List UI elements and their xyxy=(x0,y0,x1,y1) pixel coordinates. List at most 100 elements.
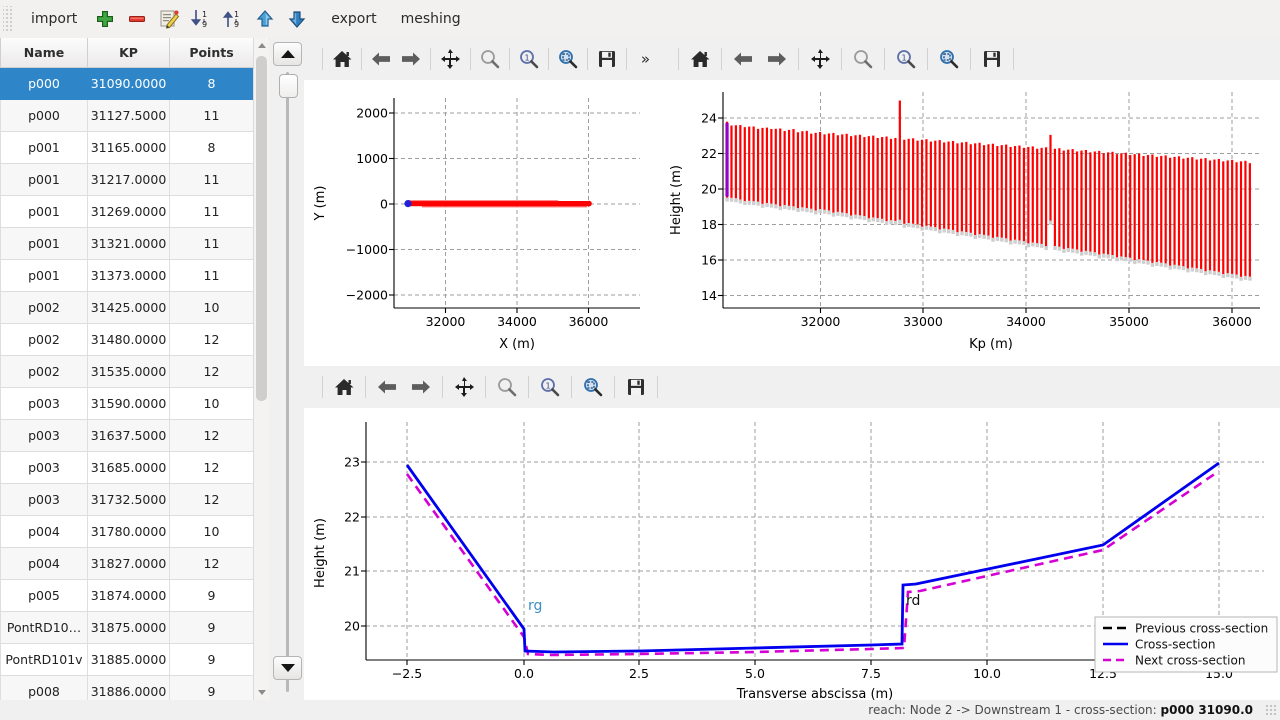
zoom-rect-icon[interactable] xyxy=(932,43,966,75)
meshing-button[interactable]: meshing xyxy=(400,11,461,27)
table-row[interactable]: p002 31425.0000 10 xyxy=(0,291,253,324)
zoom-out-icon[interactable] xyxy=(846,43,880,75)
move-down-icon[interactable] xyxy=(281,4,313,34)
cell-points[interactable]: 12 xyxy=(169,355,253,388)
cell-kp[interactable]: 31637.5000 xyxy=(87,419,170,452)
plan-view-canvas[interactable]: 2000 1000 0 −1000 −2000 32000 34000 3600… xyxy=(304,80,660,365)
pan-move-icon[interactable] xyxy=(803,43,837,75)
cell-kp[interactable]: 31875.0000 xyxy=(87,611,170,644)
cell-name[interactable]: p004 xyxy=(0,515,88,548)
cross-section-canvas[interactable]: 23 22 21 20 −2.5 0.0 2.5 5.0 7.5 10.0 12… xyxy=(304,408,1280,700)
save-floppy-icon[interactable] xyxy=(975,43,1009,75)
zoom-subplots-icon[interactable]: 1 xyxy=(533,371,567,403)
pan-move-icon[interactable] xyxy=(447,371,481,403)
cell-points[interactable]: 12 xyxy=(169,483,253,516)
cell-name[interactable]: p002 xyxy=(0,355,88,388)
cell-points[interactable]: 10 xyxy=(169,387,253,420)
table-row[interactable]: p001 31217.0000 11 xyxy=(0,163,253,196)
table-row[interactable]: p001 31373.0000 11 xyxy=(0,259,253,292)
edit-icon[interactable] xyxy=(153,4,185,34)
column-header-kp[interactable]: KP xyxy=(87,38,170,68)
cell-points[interactable]: 11 xyxy=(169,227,253,260)
cell-kp[interactable]: 31165.0000 xyxy=(87,131,170,164)
back-arrow-icon[interactable] xyxy=(370,371,404,403)
sort-ascending-icon[interactable]: 1 9 xyxy=(217,4,249,34)
navigator-track[interactable] xyxy=(286,72,289,692)
zoom-out-icon[interactable] xyxy=(474,43,504,75)
cell-kp[interactable]: 31874.0000 xyxy=(87,579,170,612)
cell-kp[interactable]: 31269.0000 xyxy=(87,195,170,228)
table-row[interactable]: p004 31827.0000 12 xyxy=(0,547,253,580)
table-row[interactable]: p002 31535.0000 12 xyxy=(0,355,253,388)
column-header-name[interactable]: Name xyxy=(0,38,88,68)
cell-kp[interactable]: 31780.0000 xyxy=(87,515,170,548)
toolbar-overflow-button[interactable]: » xyxy=(640,50,651,68)
navigator-up-button[interactable] xyxy=(273,42,302,66)
column-header-points[interactable]: Points xyxy=(169,38,253,68)
home-icon[interactable] xyxy=(327,371,361,403)
table-row[interactable]: p002 31480.0000 12 xyxy=(0,323,253,356)
back-arrow-icon[interactable] xyxy=(366,43,396,75)
cell-name[interactable]: p003 xyxy=(0,387,88,420)
pan-move-icon[interactable] xyxy=(435,43,465,75)
cell-points[interactable]: 8 xyxy=(169,131,253,164)
zoom-out-icon[interactable] xyxy=(490,371,524,403)
table-row[interactable]: p008 31886.0000 9 xyxy=(0,675,253,700)
cell-points[interactable]: 9 xyxy=(169,579,253,612)
cell-points[interactable]: 10 xyxy=(169,515,253,548)
zoom-rect-icon[interactable] xyxy=(576,371,610,403)
cell-kp[interactable]: 31685.0000 xyxy=(87,451,170,484)
table-row[interactable]: p000 31090.0000 8 xyxy=(0,67,253,100)
cell-points[interactable]: 12 xyxy=(169,451,253,484)
cell-points[interactable]: 12 xyxy=(169,419,253,452)
home-icon[interactable] xyxy=(327,43,357,75)
forward-arrow-icon[interactable] xyxy=(396,43,426,75)
add-icon[interactable] xyxy=(89,4,121,34)
cell-kp[interactable]: 31590.0000 xyxy=(87,387,170,420)
long-profile-canvas[interactable]: 24 22 20 18 16 14 32000 33000 34000 3500… xyxy=(660,80,1280,365)
table-row[interactable]: p003 31590.0000 10 xyxy=(0,387,253,420)
cell-points[interactable]: 11 xyxy=(169,99,253,132)
cell-points[interactable]: 12 xyxy=(169,323,253,356)
table-row[interactable]: p003 31732.5000 12 xyxy=(0,483,253,516)
cell-kp[interactable]: 31827.0000 xyxy=(87,547,170,580)
table-row[interactable]: p000 31127.5000 11 xyxy=(0,99,253,132)
zoom-subplots-icon[interactable]: 1 xyxy=(514,43,544,75)
cell-name[interactable]: p001 xyxy=(0,195,88,228)
move-up-icon[interactable] xyxy=(249,4,281,34)
cell-kp[interactable]: 31321.0000 xyxy=(87,227,170,260)
table-row[interactable]: p003 31685.0000 12 xyxy=(0,451,253,484)
cell-kp[interactable]: 31885.0000 xyxy=(87,643,170,676)
scroll-up-button[interactable] xyxy=(254,38,269,53)
cell-kp[interactable]: 31732.5000 xyxy=(87,483,170,516)
cell-name[interactable]: p001 xyxy=(0,163,88,196)
table-row[interactable]: p005 31874.0000 9 xyxy=(0,579,253,612)
cell-kp[interactable]: 31090.0000 xyxy=(87,67,170,100)
cell-kp[interactable]: 31217.0000 xyxy=(87,163,170,196)
cell-kp[interactable]: 31425.0000 xyxy=(87,291,170,324)
window-resize-grip[interactable] xyxy=(1265,704,1277,716)
cross-section-table-scroll-area[interactable]: Name KP Points p000 31090.0000 8 p000 31127.… xyxy=(0,38,254,700)
cell-points[interactable]: 10 xyxy=(169,291,253,324)
cell-kp[interactable]: 31480.0000 xyxy=(87,323,170,356)
sort-descending-icon[interactable]: 1 9 xyxy=(185,4,217,34)
remove-icon[interactable] xyxy=(121,4,153,34)
forward-arrow-icon[interactable] xyxy=(404,371,438,403)
cell-points[interactable]: 9 xyxy=(169,675,253,700)
save-floppy-icon[interactable] xyxy=(619,371,653,403)
cell-name[interactable]: p003 xyxy=(0,483,88,516)
scroll-down-button[interactable] xyxy=(254,685,269,700)
cell-name[interactable]: p000 xyxy=(0,67,88,100)
save-floppy-icon[interactable] xyxy=(592,43,622,75)
cell-kp[interactable]: 31127.5000 xyxy=(87,99,170,132)
table-row[interactable]: p001 31321.0000 11 xyxy=(0,227,253,260)
table-row[interactable]: PontRD10… 31875.0000 9 xyxy=(0,611,253,644)
table-row[interactable]: p001 31165.0000 8 xyxy=(0,131,253,164)
toolbar-drag-handle[interactable] xyxy=(3,6,13,32)
cell-points[interactable]: 11 xyxy=(169,259,253,292)
table-row[interactable]: p001 31269.0000 11 xyxy=(0,195,253,228)
navigator-down-button[interactable] xyxy=(273,656,302,680)
back-arrow-icon[interactable] xyxy=(726,43,760,75)
cell-points[interactable]: 9 xyxy=(169,643,253,676)
cell-points[interactable]: 11 xyxy=(169,163,253,196)
